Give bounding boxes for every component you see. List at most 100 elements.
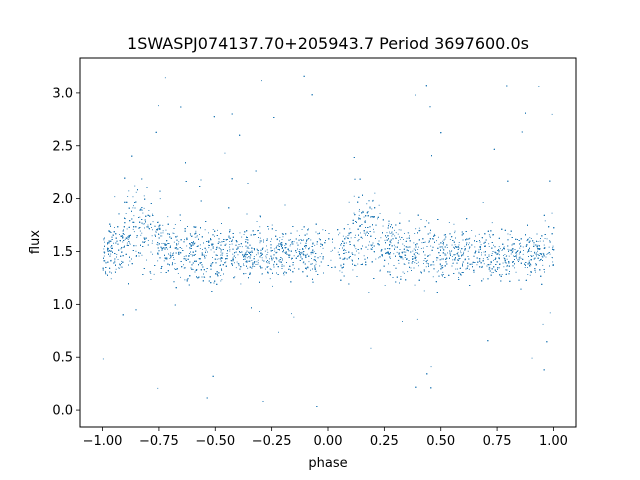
scatter-point xyxy=(366,203,368,205)
scatter-point xyxy=(364,220,366,222)
scatter-point xyxy=(515,255,517,257)
scatter-point xyxy=(389,231,390,233)
scatter-point xyxy=(382,225,384,227)
scatter-point xyxy=(214,235,215,237)
scatter-point xyxy=(114,227,115,228)
scatter-point xyxy=(186,245,188,247)
scatter-point xyxy=(339,248,340,249)
scatter-point xyxy=(232,260,234,262)
scatter-point xyxy=(289,245,291,247)
scatter-point xyxy=(156,229,157,230)
scatter-point xyxy=(452,262,454,264)
scatter-point xyxy=(353,212,355,214)
scatter-point xyxy=(262,273,263,275)
scatter-point xyxy=(299,249,301,250)
scatter-point xyxy=(234,262,235,264)
scatter-point xyxy=(522,246,524,248)
scatter-point xyxy=(344,252,346,254)
scatter-point xyxy=(104,252,105,254)
scatter-point xyxy=(256,261,258,263)
scatter-point xyxy=(482,258,484,260)
scatter-point xyxy=(233,256,235,257)
scatter-point xyxy=(377,218,378,220)
scatter-point xyxy=(194,242,196,244)
scatter-point xyxy=(314,244,316,246)
scatter-point xyxy=(491,222,493,224)
scatter-point xyxy=(225,261,227,263)
scatter-point xyxy=(220,275,222,276)
scatter-point xyxy=(279,237,281,238)
scatter-point xyxy=(457,254,459,256)
scatter-point xyxy=(119,263,120,265)
scatter-point xyxy=(252,252,253,253)
scatter-point xyxy=(290,239,291,241)
scatter-point xyxy=(389,233,391,234)
scatter-point xyxy=(141,232,143,234)
scatter-point xyxy=(229,241,231,242)
scatter-point xyxy=(468,248,470,250)
scatter-point xyxy=(404,264,406,265)
scatter-point xyxy=(261,248,263,249)
scatter-point xyxy=(141,254,143,256)
scatter-point xyxy=(163,243,165,244)
scatter-point xyxy=(283,274,285,276)
scatter-point xyxy=(492,272,494,273)
scatter-point xyxy=(276,258,278,260)
scatter-point xyxy=(172,232,174,234)
scatter-point xyxy=(180,220,181,221)
scatter-point xyxy=(135,250,137,252)
scatter-point xyxy=(104,241,105,243)
scatter-point xyxy=(512,249,514,251)
scatter-point xyxy=(503,257,505,259)
scatter-point xyxy=(345,250,347,251)
scatter-point xyxy=(519,243,520,245)
scatter-point xyxy=(153,273,155,275)
scatter-point xyxy=(358,210,360,212)
scatter-point xyxy=(468,268,470,270)
scatter-point xyxy=(236,261,238,263)
scatter-point xyxy=(196,236,198,238)
scatter-point xyxy=(549,240,551,242)
scatter-point xyxy=(152,229,153,231)
scatter-point xyxy=(452,263,454,264)
scatter-point xyxy=(174,263,176,264)
scatter-point xyxy=(542,264,544,266)
scatter-point xyxy=(134,185,136,187)
scatter-point xyxy=(421,242,423,244)
scatter-point xyxy=(308,228,309,230)
scatter-point xyxy=(190,254,192,255)
scatter-point xyxy=(186,238,188,240)
scatter-point xyxy=(249,260,251,262)
scatter-point xyxy=(488,269,490,270)
scatter-point xyxy=(237,263,239,264)
scatter-point xyxy=(129,260,131,262)
scatter-point xyxy=(208,244,210,246)
scatter-point xyxy=(457,259,459,261)
scatter-point xyxy=(160,272,162,273)
scatter-point xyxy=(397,233,399,235)
scatter-point xyxy=(488,234,490,236)
scatter-point xyxy=(474,246,476,248)
scatter-point xyxy=(222,252,224,254)
scatter-point xyxy=(140,209,142,211)
scatter-point xyxy=(541,258,542,260)
scatter-point xyxy=(123,229,124,231)
scatter-point xyxy=(199,248,201,249)
scatter-point xyxy=(405,255,407,256)
scatter-point xyxy=(322,247,324,249)
scatter-point xyxy=(306,241,307,242)
scatter-point xyxy=(221,270,223,271)
scatter-point xyxy=(403,245,405,247)
scatter-point xyxy=(538,255,540,256)
scatter-point xyxy=(151,242,153,244)
scatter-point xyxy=(186,255,187,257)
scatter-point xyxy=(212,229,214,230)
scatter-point xyxy=(389,258,391,259)
scatter-point xyxy=(365,232,367,234)
scatter-point xyxy=(271,224,273,226)
scatter-point xyxy=(460,250,461,252)
scatter-point xyxy=(543,255,545,257)
scatter-point xyxy=(309,247,310,249)
scatter-point xyxy=(337,251,339,253)
scatter-point xyxy=(399,257,401,259)
